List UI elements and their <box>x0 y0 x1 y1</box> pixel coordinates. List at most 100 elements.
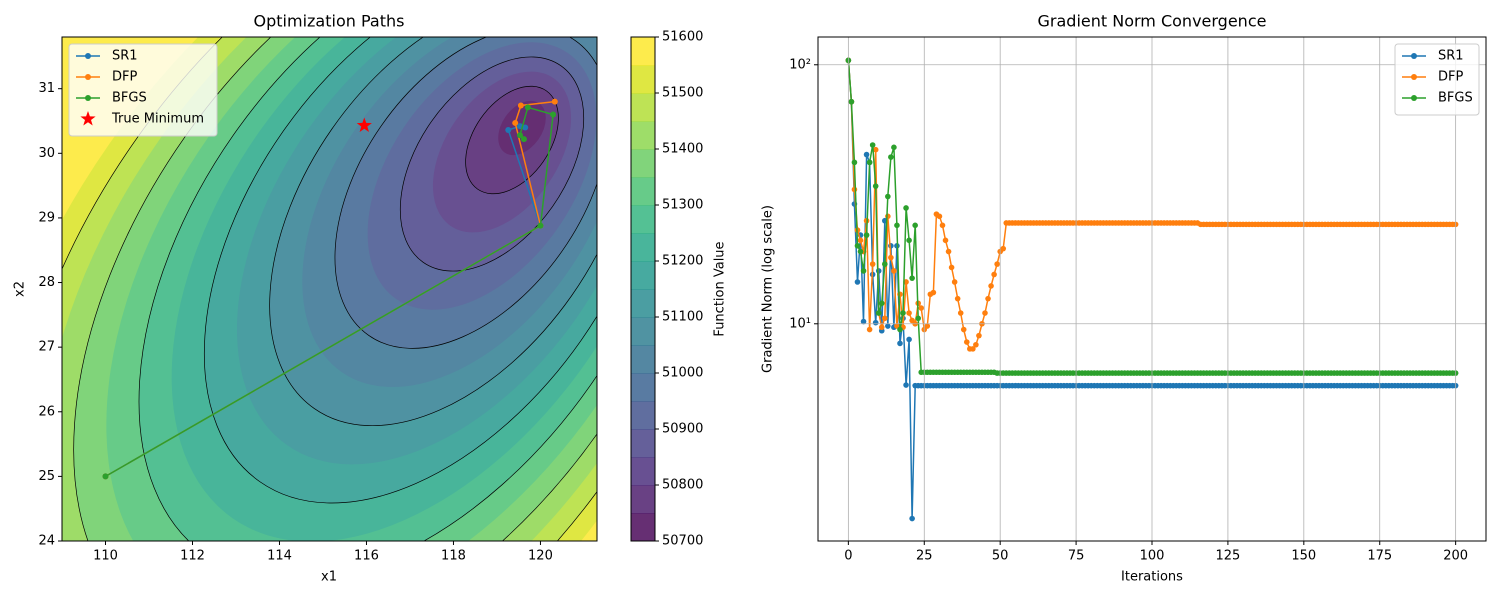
series-point <box>1000 245 1007 252</box>
series-point <box>991 271 997 278</box>
series-point <box>900 310 906 316</box>
colorbar-band <box>631 457 655 486</box>
colorbar-tick-label: 50800 <box>662 478 703 493</box>
series-point <box>863 151 870 158</box>
x-tick-label: 125 <box>1215 549 1240 564</box>
series-point <box>903 382 909 388</box>
x-tick-label: 0 <box>844 549 852 564</box>
contour-line <box>73 37 597 541</box>
legend-label: SR1 <box>112 49 138 64</box>
series-point <box>909 515 915 522</box>
series-point <box>885 323 891 329</box>
series-point <box>963 339 970 345</box>
legend-marker <box>85 95 91 101</box>
series-point <box>885 193 891 200</box>
contour-line <box>334 37 597 349</box>
x-tick-label: 175 <box>1367 549 1392 564</box>
path-point <box>551 98 558 105</box>
y-tick-label: 27 <box>38 340 55 355</box>
series-point <box>897 291 903 298</box>
colorbar-tick-label: 51100 <box>662 310 703 325</box>
series-point <box>854 279 861 285</box>
y-axis-label: Gradient Norm (log scale) <box>761 205 776 373</box>
series-point <box>924 323 931 329</box>
x-tick-label: 116 <box>354 549 379 564</box>
colorbar-band <box>631 513 655 542</box>
series-point <box>936 213 943 220</box>
path-point <box>537 222 544 229</box>
series-point <box>872 183 879 189</box>
x-tick-label: 112 <box>180 549 205 564</box>
colorbar-band <box>631 205 655 234</box>
series-point <box>851 159 858 166</box>
legend-marker <box>1411 74 1417 80</box>
x-tick-label: 100 <box>1140 549 1165 564</box>
minimum-marker <box>356 117 372 132</box>
y-tick-label: 10² <box>789 57 811 72</box>
series-point <box>930 289 937 296</box>
colorbar-band <box>631 345 655 374</box>
x-tick-label: 118 <box>441 549 466 564</box>
path-point <box>517 132 524 139</box>
colorbar-band <box>631 485 655 514</box>
legend-marker <box>85 74 91 80</box>
path-point <box>520 136 527 143</box>
series-point <box>994 261 1000 267</box>
x-tick-label: 50 <box>992 549 1009 564</box>
x-tick-label: 150 <box>1291 549 1316 564</box>
colorbar-tick-label: 50900 <box>662 422 703 437</box>
colorbar-tick-label: 51400 <box>662 142 703 157</box>
legend-label: SR1 <box>1438 49 1464 64</box>
contour-line <box>62 37 597 541</box>
series-point <box>945 248 952 255</box>
x-tick-label: 114 <box>267 549 292 564</box>
series-point <box>894 222 900 229</box>
contour-line <box>203 37 597 504</box>
path-point <box>505 127 512 134</box>
series-point <box>909 275 915 281</box>
series-point <box>973 341 979 348</box>
series-point <box>860 318 867 325</box>
colorbar-label: Function Value <box>713 241 728 336</box>
path-point <box>550 111 557 118</box>
series-point <box>854 243 861 249</box>
path-point <box>524 104 531 111</box>
series-point <box>897 340 903 347</box>
chart-title: Optimization Paths <box>254 12 405 31</box>
x-tick-label: 120 <box>528 549 553 564</box>
legend-label: DFP <box>1438 70 1463 85</box>
legend-box <box>68 43 218 137</box>
legend-marker <box>80 111 96 126</box>
contour-lines <box>62 37 597 541</box>
series-point <box>888 254 894 261</box>
series-point <box>951 279 958 285</box>
legend-label: True Minimum <box>111 112 204 127</box>
series-point <box>906 237 912 244</box>
legend-label: BFGS <box>1438 91 1473 106</box>
series-point <box>875 310 882 316</box>
series-point <box>891 268 897 274</box>
series-point <box>888 154 894 160</box>
series-point <box>869 261 876 267</box>
series-point <box>878 300 885 307</box>
path-point <box>102 473 109 480</box>
contour-line <box>465 85 559 195</box>
colorbar-band <box>631 261 655 290</box>
legend-label: BFGS <box>112 91 147 106</box>
legend-marker <box>1411 53 1417 59</box>
series-point <box>857 237 864 244</box>
plot-frame <box>817 36 1487 542</box>
x-tick-label: 110 <box>93 549 118 564</box>
series-point <box>851 186 858 193</box>
chart-title: Gradient Norm Convergence <box>1038 12 1267 31</box>
colorbar-band <box>631 121 655 150</box>
colorbar-tick-label: 51300 <box>662 198 703 213</box>
colorbar-band <box>631 289 655 318</box>
series-point <box>885 213 891 220</box>
colorbar-tick-label: 51500 <box>662 86 703 101</box>
series-point <box>988 283 994 289</box>
series-point <box>860 268 867 274</box>
series-point <box>897 326 903 333</box>
x-tick-label: 200 <box>1443 549 1468 564</box>
